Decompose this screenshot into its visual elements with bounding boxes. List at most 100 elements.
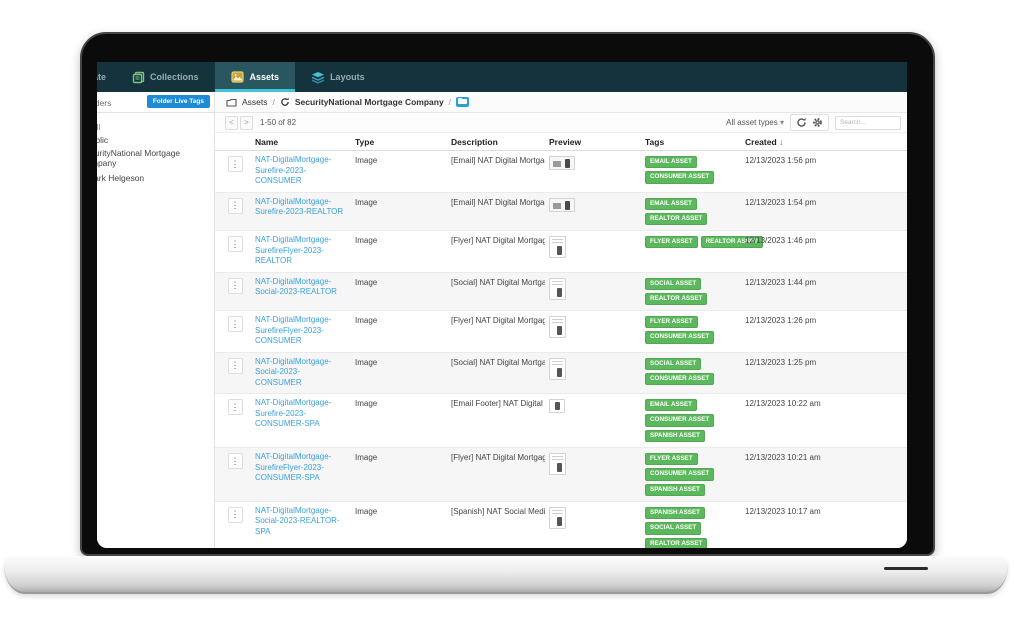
asset-tags: EMAIL ASSET REALTOR ASSET bbox=[645, 197, 745, 226]
column-header-description[interactable]: Description bbox=[451, 137, 498, 147]
asset-name-link[interactable]: NAT-DigitalMortgage-SurefireFlyer-2023-C… bbox=[255, 315, 332, 346]
asset-name-link[interactable]: NAT-DigitalMortgage-Social-2023-CONSUMER bbox=[255, 356, 332, 387]
layouts-icon bbox=[311, 71, 325, 84]
asset-created-date: 12/13/2023 10:22 am bbox=[745, 399, 821, 409]
tag-badge: REALTOR ASSET bbox=[700, 236, 763, 249]
asset-type: Image bbox=[355, 236, 378, 246]
prev-page-button[interactable]: < bbox=[225, 115, 238, 130]
table-row: ⋮ NAT-DigitalMortgage-Social-2023-REALTOR… bbox=[215, 272, 907, 312]
asset-tags: SOCIAL ASSET CONSUMER ASSET bbox=[645, 357, 745, 386]
asset-description: [Email] NAT Digital Mortgage... bbox=[451, 197, 545, 207]
column-header-tags[interactable]: Tags bbox=[645, 137, 665, 147]
asset-name-link[interactable]: NAT-DigitalMortgage-Social-2023-REALTOR bbox=[255, 276, 337, 297]
kebab-menu-icon[interactable]: ⋮ bbox=[227, 506, 243, 523]
kebab-menu-icon[interactable]: ⋮ bbox=[227, 316, 243, 333]
column-header-preview[interactable]: Preview bbox=[549, 137, 582, 147]
sidebar-item-mark-helgeson[interactable]: Mark Helgeson bbox=[97, 173, 145, 183]
asset-type-filter[interactable]: All asset types ▾ bbox=[726, 118, 784, 127]
asset-created-date: 12/13/2023 1:26 pm bbox=[745, 316, 817, 326]
table-row: ⋮ NAT-DigitalMortgage-SurefireFlyer-2023-… bbox=[215, 448, 907, 502]
table-row: ⋮ NAT-DigitalMortgage-Surefire-2023-CONSU… bbox=[215, 151, 907, 193]
tag-badge: REALTOR ASSET bbox=[645, 292, 708, 306]
kebab-menu-icon[interactable]: ⋮ bbox=[227, 399, 243, 416]
sidebar-item-public[interactable]: Public bbox=[97, 135, 109, 145]
tab-collections-label: Collections bbox=[150, 72, 199, 82]
kebab-menu-icon[interactable]: ⋮ bbox=[227, 357, 243, 374]
breadcrumb-separator: / bbox=[272, 97, 275, 107]
asset-description: [Email] NAT Digital Mortgage... bbox=[451, 156, 545, 165]
tag-badge: EMAIL ASSET bbox=[645, 156, 697, 169]
asset-name-cell: NAT-DigitalMortgage-Social-2023-REALTOR bbox=[255, 277, 355, 298]
tab-layouts[interactable]: Layouts bbox=[295, 62, 381, 92]
row-menu-cell: ⋮ bbox=[215, 315, 255, 333]
asset-preview-thumbnail[interactable] bbox=[549, 506, 566, 529]
asset-preview-cell bbox=[549, 357, 645, 380]
row-menu-cell: ⋮ bbox=[215, 357, 255, 374]
tag-badge: FLYER ASSET bbox=[645, 236, 698, 249]
asset-table-header: Name Type Description Preview Tags Creat… bbox=[215, 133, 907, 151]
tab-assets[interactable]: Assets bbox=[214, 62, 296, 92]
asset-preview-thumbnail[interactable] bbox=[549, 316, 566, 339]
asset-name-link[interactable]: NAT-DigitalMortgage-Surefire-2023-REALTO… bbox=[255, 196, 344, 217]
asset-preview-thumbnail[interactable] bbox=[549, 277, 566, 300]
gear-icon[interactable] bbox=[812, 117, 823, 128]
current-folder-icon[interactable] bbox=[456, 97, 470, 107]
asset-preview-cell bbox=[549, 452, 645, 476]
sidebar-item-securitynational[interactable]: SecurityNational Mortgage Company bbox=[97, 148, 181, 168]
breadcrumb: Assets / SecurityNational Mortgage Compa… bbox=[215, 92, 907, 113]
asset-tags: FLYER ASSET CONSUMER ASSET SPANISH ASSET bbox=[645, 452, 745, 496]
asset-preview-thumbnail[interactable] bbox=[549, 156, 575, 170]
asset-type: Image bbox=[355, 156, 378, 165]
asset-type: Image bbox=[355, 506, 378, 516]
kebab-menu-icon[interactable]: ⋮ bbox=[227, 197, 243, 214]
kebab-menu-icon[interactable]: ⋮ bbox=[227, 236, 243, 253]
refresh-icon[interactable] bbox=[796, 117, 807, 128]
asset-name-link[interactable]: NAT-DigitalMortgage-SurefireFlyer-2023-R… bbox=[255, 235, 332, 266]
asset-description: [Social] NAT Digital Mortgag... bbox=[451, 357, 545, 367]
asset-name-cell: NAT-DigitalMortgage-Social-2023-CONSUMER bbox=[255, 357, 355, 389]
asset-preview-thumbnail[interactable] bbox=[549, 399, 565, 414]
tag-badge: CONSUMER ASSET bbox=[645, 468, 715, 481]
breadcrumb-root[interactable]: Assets bbox=[242, 97, 268, 107]
tag-badge: CONSUMER ASSET bbox=[645, 414, 715, 427]
folder-live-tags-button[interactable]: Folder Live Tags bbox=[146, 95, 210, 108]
asset-preview-thumbnail[interactable] bbox=[549, 357, 566, 380]
kebab-menu-icon[interactable]: ⋮ bbox=[227, 453, 243, 470]
sort-desc-icon: ↓ bbox=[779, 137, 784, 147]
column-header-name[interactable]: Name bbox=[255, 137, 279, 147]
asset-name-link[interactable]: NAT-DigitalMortgage-Surefire-2023-CONSUM… bbox=[255, 398, 332, 429]
asset-preview-thumbnail[interactable] bbox=[549, 453, 566, 476]
asset-preview-thumbnail[interactable] bbox=[549, 197, 575, 212]
asset-name-cell: NAT-DigitalMortgage-Social-2023-REALTOR-… bbox=[255, 506, 355, 538]
breadcrumb-current[interactable]: SecurityNational Mortgage Company bbox=[294, 97, 444, 107]
row-menu-cell: ⋮ bbox=[215, 155, 255, 172]
search-input[interactable] bbox=[835, 115, 901, 130]
kebab-menu-icon[interactable]: ⋮ bbox=[227, 156, 243, 172]
kebab-menu-icon[interactable]: ⋮ bbox=[227, 277, 243, 294]
asset-preview-cell bbox=[549, 235, 645, 259]
asset-manager-app: Create Collections Assets Layouts bbox=[97, 62, 907, 548]
sidebar-item-all[interactable]: All bbox=[97, 122, 101, 132]
asset-preview-cell bbox=[549, 197, 645, 212]
column-header-created[interactable]: Created ↓ bbox=[745, 137, 784, 147]
row-menu-cell: ⋮ bbox=[215, 452, 255, 470]
asset-preview-cell bbox=[549, 155, 645, 170]
tab-create[interactable]: Create bbox=[97, 62, 116, 92]
asset-name-link[interactable]: NAT-DigitalMortgage-SurefireFlyer-2023-C… bbox=[255, 452, 332, 483]
asset-preview-thumbnail[interactable] bbox=[549, 236, 566, 259]
asset-table-body: ⋮ NAT-DigitalMortgage-Surefire-2023-CONSU… bbox=[215, 151, 907, 548]
next-page-button[interactable]: > bbox=[240, 115, 253, 130]
table-row: ⋮ NAT-DigitalMortgage-Social-2023-REALTOR… bbox=[215, 501, 907, 548]
tag-badge: EMAIL ASSET bbox=[645, 399, 697, 412]
asset-name-link[interactable]: NAT-DigitalMortgage-Surefire-2023-CONSUM… bbox=[255, 155, 332, 185]
tag-badge: SOCIAL ASSET bbox=[645, 277, 702, 290]
asset-description: [Email Footer] NAT Digital M... bbox=[451, 399, 545, 409]
lid-groove bbox=[884, 567, 928, 570]
asset-preview-cell bbox=[549, 506, 645, 529]
tag-badge: FLYER ASSET bbox=[645, 316, 698, 329]
asset-name-cell: NAT-DigitalMortgage-Surefire-2023-CONSUM… bbox=[255, 155, 355, 187]
column-header-type[interactable]: Type bbox=[355, 137, 375, 147]
asset-name-link[interactable]: NAT-DigitalMortgage-Social-2023-REALTOR-… bbox=[255, 505, 340, 536]
tab-collections[interactable]: Collections bbox=[116, 62, 215, 92]
